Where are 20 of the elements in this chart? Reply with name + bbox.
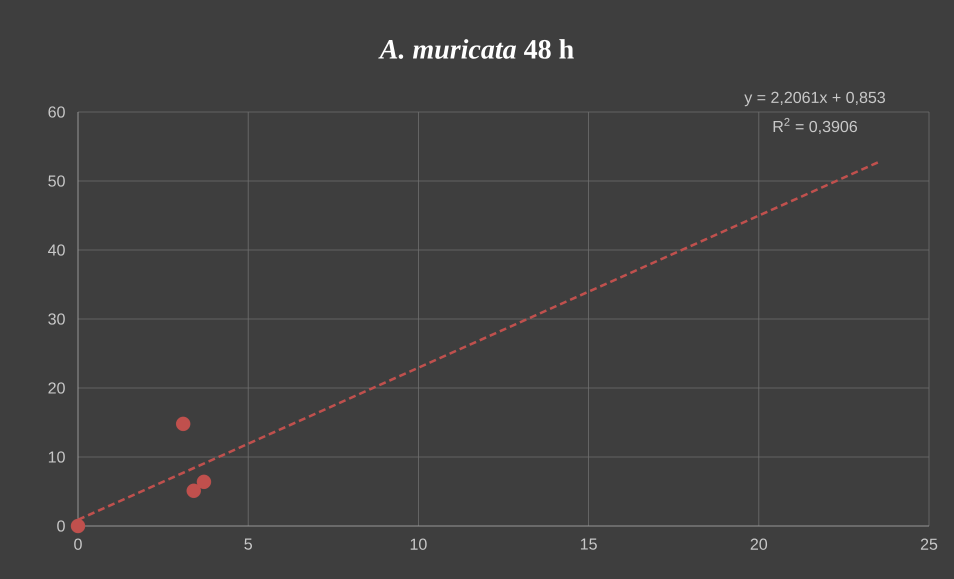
y-tick-label: 60 — [48, 106, 65, 118]
point — [176, 416, 190, 432]
x-tick-label: 0 — [74, 538, 82, 550]
text: y = 2,2061x + 0,853 — [744, 92, 885, 106]
x-tick-label: 10 — [410, 538, 427, 550]
y-tick-label: 30 — [48, 313, 65, 325]
y-tick-label: 40 — [48, 244, 65, 256]
x-tick-label: 15 — [580, 538, 597, 550]
y-tick-label: 50 — [48, 175, 65, 187]
y-tick-label: 10 — [48, 451, 65, 463]
x-tick-label: 20 — [750, 538, 768, 550]
y-tick-label: 20 — [48, 382, 65, 394]
point — [196, 474, 212, 490]
point — [70, 518, 86, 534]
chart-title: A. muricata 48 h — [378, 39, 574, 59]
point — [186, 484, 201, 498]
y-tick-label: 0 — [57, 520, 65, 532]
x-tick-label: 5 — [244, 538, 252, 550]
x-tick-label: 25 — [920, 538, 938, 550]
annotation: R$^{2}$ = 0,3906 — [774, 118, 857, 134]
